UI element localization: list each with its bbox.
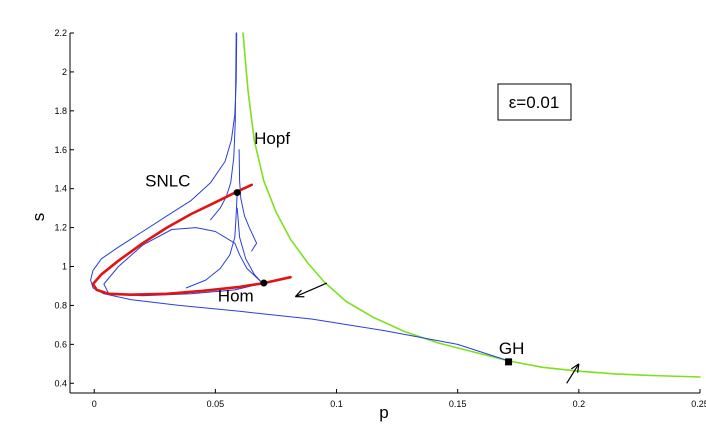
curves <box>90 32 701 378</box>
arrows <box>294 282 580 384</box>
direction-arrowhead <box>571 363 580 373</box>
snlc-curve <box>90 32 510 362</box>
y-tick-label: 1.2 <box>54 223 67 233</box>
x-tick-label: 0.15 <box>449 399 467 409</box>
direction-arrow <box>566 363 580 384</box>
x-tick-label: 0.25 <box>691 399 706 409</box>
x-tick-label: 0 <box>92 399 97 409</box>
bifurcation-point-marker <box>260 279 268 287</box>
epsilon-legend-text: ε=0.01 <box>509 93 560 112</box>
annotations: Hopf SNLC Hom GH <box>145 129 524 358</box>
epsilon-legend: ε=0.01 <box>497 83 572 121</box>
bifurcation-point-marker <box>233 189 241 197</box>
x-tick-label: 0.1 <box>330 399 343 409</box>
cycle-curve <box>185 192 238 289</box>
hom-curve <box>91 183 292 297</box>
y-tick-label: 1.8 <box>54 106 67 116</box>
axes <box>69 33 700 394</box>
direction-arrowhead <box>294 289 305 298</box>
y-axis-label: s <box>29 213 48 222</box>
cycle-curve <box>238 149 258 252</box>
y-tick-label: 1.6 <box>54 145 67 155</box>
cycle-curve <box>210 32 237 221</box>
y-tick-label: 2 <box>62 67 67 77</box>
gh-label: GH <box>499 339 525 358</box>
y-tick-label: 0.6 <box>54 339 67 349</box>
hom-label: Hom <box>218 287 254 306</box>
y-tick-label: 0.8 <box>54 300 67 310</box>
y-tick-label: 2.2 <box>54 28 67 38</box>
snlc-label: SNLC <box>145 172 190 191</box>
y-tick-label: 1 <box>62 262 67 272</box>
markers <box>233 189 513 366</box>
x-tick-label: 0.2 <box>573 399 586 409</box>
x-ticks: 0 0.05 0.1 0.15 0.2 0.25 <box>92 389 706 409</box>
hopf-curve <box>242 32 701 378</box>
gh-point-marker <box>505 358 513 366</box>
x-tick-label: 0.05 <box>207 399 225 409</box>
y-tick-label: 0.4 <box>54 378 67 388</box>
cycle-curve <box>236 207 262 283</box>
epsilon-legend-box <box>497 83 572 121</box>
direction-arrow <box>295 282 328 298</box>
hopf-label: Hopf <box>254 129 290 148</box>
x-axis-label: p <box>379 403 388 422</box>
y-ticks: 0.4 0.6 0.8 1 1.2 1.4 1.6 1.8 2 2.2 <box>54 28 74 388</box>
y-tick-label: 1.4 <box>54 184 67 194</box>
